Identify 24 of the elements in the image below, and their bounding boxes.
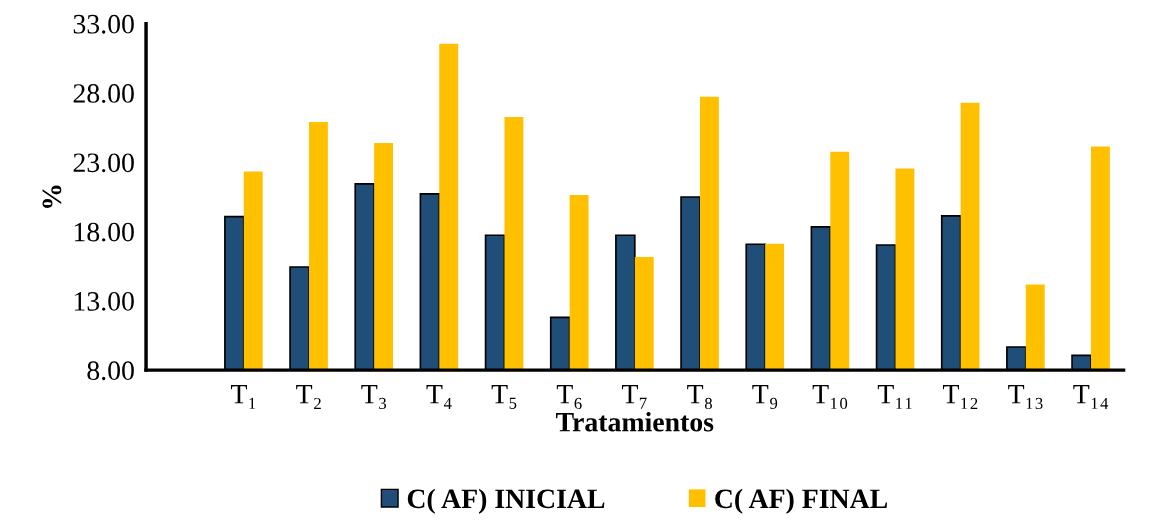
- x-tick-label: T₁₂: [942, 385, 978, 409]
- x-tick-label: T₁₄: [1073, 385, 1109, 409]
- y-tick-label: 23.00: [73, 153, 134, 173]
- x-tick-label: T₈: [687, 385, 712, 410]
- x-tick-label: T₆: [556, 385, 582, 410]
- x-tick-label: T₅: [491, 385, 517, 409]
- y-tick-label: 13.00: [74, 291, 134, 311]
- x-tick-label: T₁₁: [877, 385, 912, 409]
- x-tick-label: T₁: [230, 385, 256, 409]
- y-tick-label: 28.00: [73, 84, 134, 103]
- x-tick-label: T₁₃: [1008, 385, 1043, 410]
- y-tick-label: 18.00: [74, 222, 134, 242]
- x-tick-label: T₇: [621, 385, 647, 409]
- x-axis-title: Tratamientos: [556, 411, 714, 432]
- legend-label: C( AF) FINAL: [715, 488, 888, 514]
- x-tick-label: T₂: [296, 385, 321, 409]
- y-tick-label: 8.00: [87, 361, 134, 381]
- x-tick-label: T₁₀: [812, 385, 848, 410]
- y-tick-label: 33.00: [73, 14, 134, 34]
- y-axis-title: %: [42, 185, 62, 208]
- legend-label: C( AF) INICIAL: [407, 488, 605, 514]
- x-tick-label: T₉: [752, 385, 778, 410]
- x-tick-label: T₄: [426, 385, 452, 409]
- x-tick-label: T₃: [361, 385, 387, 410]
